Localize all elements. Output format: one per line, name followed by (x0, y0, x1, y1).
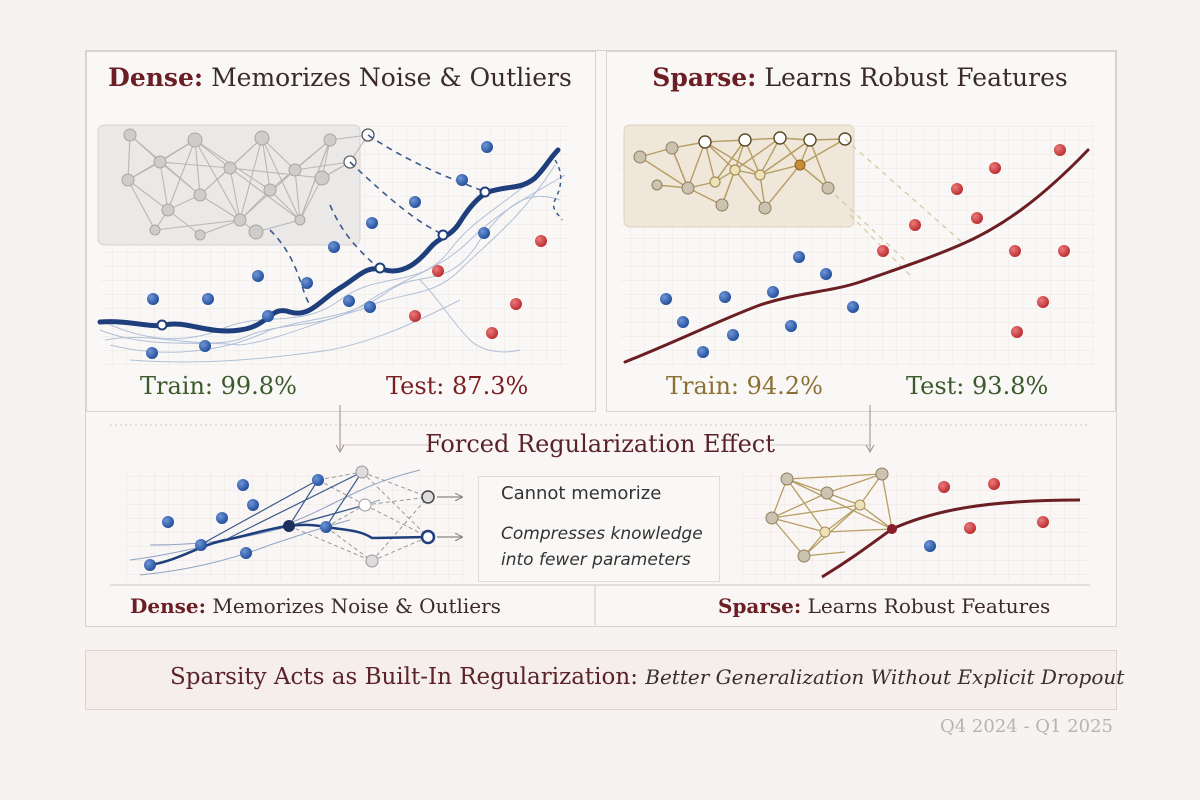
dense-network-icon (97, 124, 375, 246)
dense-test-accuracy: Test: 87.3% (386, 372, 529, 400)
sparse-bottom-rest: Learns Robust Features (801, 594, 1051, 618)
sparse-connectors (827, 138, 966, 276)
callout-line-2: Compresses knowledge (501, 524, 703, 544)
sparse-network-icon (623, 124, 855, 228)
middle-dividers (110, 424, 1090, 625)
sparse-red-points (877, 144, 1070, 338)
sparse-bottom-label: Sparse: Learns Robust Features (718, 594, 1050, 618)
banner-text: Sparsity Acts as Built-In Regularization… (170, 664, 1124, 690)
sparse-panel-title: Sparse: Learns Robust Features (606, 63, 1114, 92)
dense-bottom-label: Dense: Memorizes Noise & Outliers (130, 594, 501, 618)
callout-cannot-memorize: Cannot memorize (501, 483, 662, 504)
sparse-bottom-key: Sparse: (718, 594, 802, 618)
dense-title-key: Dense: (108, 63, 204, 92)
sparse-mini-illustration (765, 467, 1081, 579)
dense-connectors (269, 134, 486, 306)
callout-box: Cannot memorize Compresses knowledge int… (478, 476, 720, 582)
dense-bottom-rest: Memorizes Noise & Outliers (205, 594, 501, 618)
dense-blue-points (146, 141, 493, 359)
sparse-title-key: Sparse: (652, 63, 757, 92)
dense-title-rest: Memorizes Noise & Outliers (203, 63, 572, 92)
dense-train-accuracy: Train: 99.8% (140, 372, 297, 400)
dense-mini-illustration (129, 465, 462, 576)
middle-title: Forced Regularization Effect (425, 430, 775, 458)
banner-title: Sparsity Acts as Built-In Regularization… (170, 664, 638, 690)
dense-red-points (409, 235, 547, 339)
dense-panel-title: Dense: Memorizes Noise & Outliers (86, 63, 594, 92)
conclusion-banner: Sparsity Acts as Built-In Regularization… (85, 650, 1124, 710)
middle-down-arrows (335, 405, 875, 454)
sparse-train-accuracy: Train: 94.2% (666, 372, 823, 400)
date-range: Q4 2024 - Q1 2025 (940, 716, 1114, 737)
sparse-blue-points (660, 251, 859, 358)
sparse-title-rest: Learns Robust Features (756, 63, 1068, 92)
sparse-test-accuracy: Test: 93.8% (906, 372, 1049, 400)
callout-compresses: Compresses knowledge into fewer paramete… (501, 521, 703, 573)
sparse-decision-boundary (623, 148, 1090, 364)
callout-line-3: into fewer parameters (501, 550, 691, 570)
dense-bottom-key: Dense: (130, 594, 206, 618)
banner-subtitle: Better Generalization Without Explicit D… (645, 665, 1125, 689)
dense-boundary-nodes (156, 186, 491, 331)
